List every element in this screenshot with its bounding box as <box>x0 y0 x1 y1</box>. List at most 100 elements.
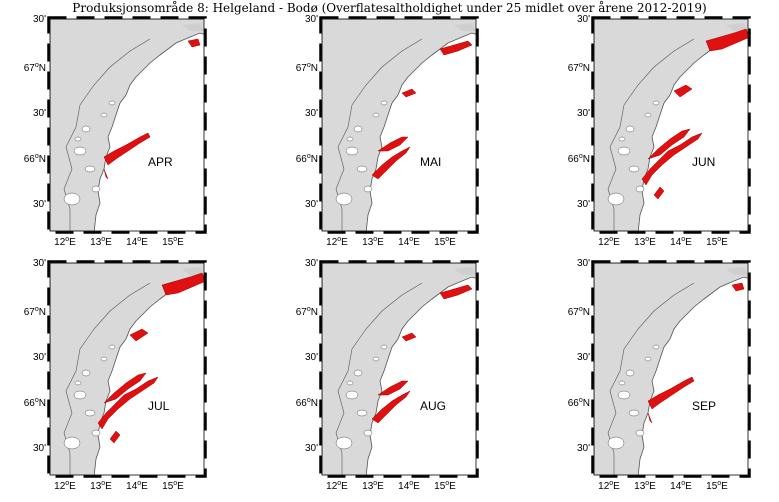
island-outline <box>91 429 101 437</box>
low-salinity-area <box>103 372 147 404</box>
island-outline <box>628 409 640 417</box>
island-outline <box>372 112 380 118</box>
island-outline <box>652 344 660 350</box>
longitude-label: 13oE <box>362 236 384 248</box>
longitude-label: 13oE <box>90 480 112 492</box>
island-outline <box>81 125 91 133</box>
island-outline <box>353 125 363 133</box>
island-outline <box>100 356 108 362</box>
low-salinity-area <box>97 376 159 430</box>
island-outline <box>91 185 101 193</box>
map-frame <box>49 262 205 476</box>
island-outline <box>652 100 660 106</box>
latitude-label: 30' <box>577 258 590 269</box>
island-outline <box>625 369 635 377</box>
low-salinity-area <box>641 132 703 186</box>
low-salinity-area <box>705 28 748 52</box>
longitude-label: 13oE <box>634 480 656 492</box>
map-panel-apr: APR 30' 67oN 30' 66oN 30' 12oE 13oE 14oE 15oE <box>24 14 207 248</box>
island-outline <box>363 429 373 437</box>
island-outline <box>644 356 652 362</box>
map-panel-mai: MAI 30' 67oN 30' 66oN 30' 12oE 13oE 14oE 15oE <box>296 14 479 248</box>
island-outline <box>63 436 81 450</box>
low-salinity-area <box>647 376 695 410</box>
island-outline <box>618 136 626 142</box>
island-outline <box>356 165 368 173</box>
island-outline <box>607 436 625 450</box>
land-patch <box>454 23 476 31</box>
low-salinity-area <box>129 328 149 342</box>
island-outline <box>346 380 354 386</box>
latitude-label: 30' <box>305 199 318 210</box>
latitude-label: 30' <box>577 199 590 210</box>
low-salinity-area <box>377 380 409 396</box>
latitude-label: 30' <box>305 258 318 269</box>
latitude-label: 30' <box>577 443 590 454</box>
island-outline <box>345 390 359 400</box>
longitude-label: 12oE <box>326 480 348 492</box>
low-salinity-area <box>647 412 653 424</box>
map-neatline <box>591 260 751 478</box>
low-salinity-area <box>401 88 417 98</box>
island-outline <box>607 192 625 206</box>
island-outline <box>635 185 645 193</box>
latitude-label: 30' <box>33 14 46 25</box>
island-outline <box>100 112 108 118</box>
map-panel-jun: JUN 30' 67oN 30' 66oN 30' 12oE 13oE 14oE 15oE <box>568 14 751 248</box>
land-area <box>50 19 204 231</box>
longitude-label: 14oE <box>670 480 692 492</box>
longitude-label: 13oE <box>90 236 112 248</box>
longitude-label: 15oE <box>434 236 456 248</box>
longitude-label: 14oE <box>398 236 420 248</box>
latitude-label: 30' <box>33 199 46 210</box>
low-salinity-area <box>103 132 151 166</box>
low-salinity-area <box>401 332 417 342</box>
island-outline <box>380 344 388 350</box>
island-outline <box>335 192 353 206</box>
longitude-label: 12oE <box>54 480 76 492</box>
latitude-label: 67oN <box>24 62 46 74</box>
latitude-label: 66oN <box>568 397 590 409</box>
longitude-label: 15oE <box>706 236 728 248</box>
longitude-label: 12oE <box>598 236 620 248</box>
latitude-label: 67oN <box>296 62 318 74</box>
latitude-label: 67oN <box>24 306 46 318</box>
map-frame <box>593 262 749 476</box>
low-salinity-area <box>109 430 121 444</box>
island-outline <box>617 146 631 156</box>
low-salinity-area <box>377 136 409 152</box>
island-outline <box>353 369 363 377</box>
latitude-label: 66oN <box>24 153 46 165</box>
island-outline <box>108 344 116 350</box>
latitude-label: 30' <box>305 108 318 119</box>
map-neatline <box>47 260 207 478</box>
island-outline <box>346 136 354 142</box>
latitude-label: 30' <box>305 352 318 363</box>
island-outline <box>625 125 635 133</box>
longitude-label: 13oE <box>362 480 384 492</box>
low-salinity-area <box>103 168 109 180</box>
month-label: MAI <box>420 155 441 169</box>
island-outline <box>635 429 645 437</box>
island-outline <box>84 409 96 417</box>
latitude-label: 66oN <box>568 153 590 165</box>
land-patch <box>454 267 476 275</box>
island-outline <box>63 192 81 206</box>
latitude-label: 66oN <box>24 397 46 409</box>
island-outline <box>356 409 368 417</box>
month-label: SEP <box>692 399 716 413</box>
map-neatline <box>319 16 479 234</box>
longitude-label: 14oE <box>126 236 148 248</box>
island-outline <box>74 136 82 142</box>
latitude-label: 67oN <box>568 306 590 318</box>
longitude-label: 15oE <box>162 236 184 248</box>
latitude-label: 30' <box>305 443 318 454</box>
low-salinity-area <box>439 40 473 56</box>
latitude-label: 30' <box>33 108 46 119</box>
map-frame <box>321 18 477 232</box>
low-salinity-area <box>371 146 411 180</box>
latitude-label: 66oN <box>296 153 318 165</box>
low-salinity-area <box>371 390 411 424</box>
island-outline <box>345 146 359 156</box>
